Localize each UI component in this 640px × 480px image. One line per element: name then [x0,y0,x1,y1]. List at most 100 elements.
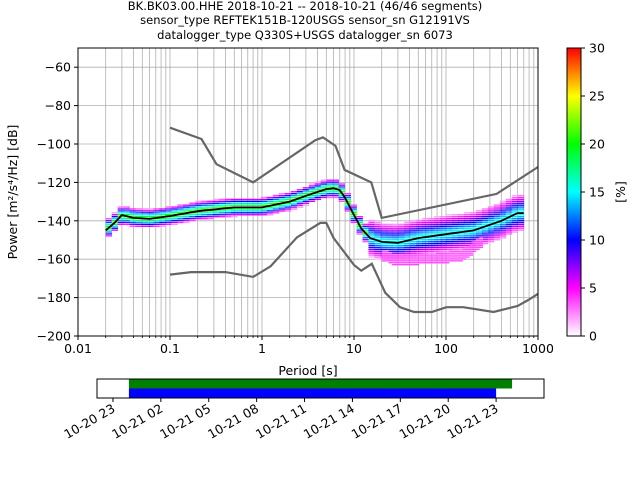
density-cell [404,244,411,247]
density-cell [434,248,441,250]
density-cell [404,225,411,227]
density-cell [481,242,489,245]
density-cell [320,196,328,199]
density-cell [499,212,507,214]
x-axis-ticks: 0.01 0.1 1 10 100 1000 [64,336,554,356]
density-cell [183,217,190,220]
density-cell [440,225,447,227]
density-cell [465,252,470,254]
density-cell [135,208,142,210]
density-cell [356,216,363,218]
coverage-bars [128,379,513,398]
density-cell [243,212,250,214]
density-cell [260,196,268,199]
density-cell [435,256,440,258]
density-cell [381,254,386,256]
density-cell [374,235,381,237]
density-cell [452,244,459,247]
density-cell [380,237,387,239]
density-cell [422,231,429,233]
density-cell [440,250,447,252]
density-cell [381,258,386,260]
density-cell [438,254,443,256]
density-cell [350,204,357,206]
density-cell [475,225,483,227]
density-cell [314,196,322,199]
density-cell [446,246,453,249]
density-cell [464,223,471,226]
density-cell [464,242,471,245]
density-cell [428,217,435,220]
density-cell [290,192,298,195]
density-cell [445,256,450,258]
density-cell [404,250,411,252]
density-cell [469,233,477,235]
density-cell [123,221,130,224]
density-cell [380,242,387,245]
density-cell [129,219,136,222]
density-cell [368,233,375,235]
density-cell [422,246,429,249]
density-cell [452,248,459,250]
density-cell [272,198,280,201]
density-cell [404,233,411,235]
density-cell [422,242,429,245]
density-cell [374,227,381,229]
density-cell [452,250,457,252]
colorbar-tick-label: 30 [589,41,605,56]
density-cell [237,202,244,204]
density-cell [195,202,202,204]
density-cell [505,208,513,210]
density-cell [458,240,465,243]
density-cell [231,202,238,204]
density-cell [452,229,459,231]
density-cell [213,206,220,208]
density-cell [517,194,525,197]
density-cell [452,227,459,229]
density-cell [517,204,525,206]
density-cell [418,254,423,256]
density-cell [505,231,513,233]
density-cell [422,225,429,227]
density-cell [416,252,423,254]
density-cell [472,240,477,243]
density-cell [452,256,457,258]
density-cell [332,194,340,197]
density-cell [462,256,467,258]
density-cell [356,229,363,231]
density-cell [410,227,417,229]
density-cell [266,212,274,214]
density-cell [499,237,507,239]
density-cell [465,256,470,258]
density-cell [368,250,375,252]
density-cell [410,248,417,250]
density-cell [201,214,208,216]
density-cell [398,227,405,229]
density-cell [260,202,268,204]
coverage-tick-label: 10-21 14 [301,401,357,442]
density-cell [165,208,172,210]
density-cell [141,208,148,210]
density-cell [410,223,417,226]
density-cell [446,248,453,250]
density-cell [398,254,403,256]
density-cell [195,217,202,220]
density-cell [481,227,489,229]
density-cell [428,237,435,239]
density-cell [493,212,501,214]
density-cell [368,246,375,249]
density-cell [111,229,119,231]
density-cell [380,229,387,231]
density-cell [380,235,387,237]
density-cell [505,233,513,235]
density-cell [171,208,178,210]
density-cell [404,235,411,237]
density-cell [207,202,214,204]
density-cell [368,235,375,237]
density-cell [135,210,142,212]
density-cell [165,212,172,214]
density-cell [105,233,113,235]
density-cell [405,260,410,262]
density-cell [446,225,453,227]
density-cell [254,214,262,216]
